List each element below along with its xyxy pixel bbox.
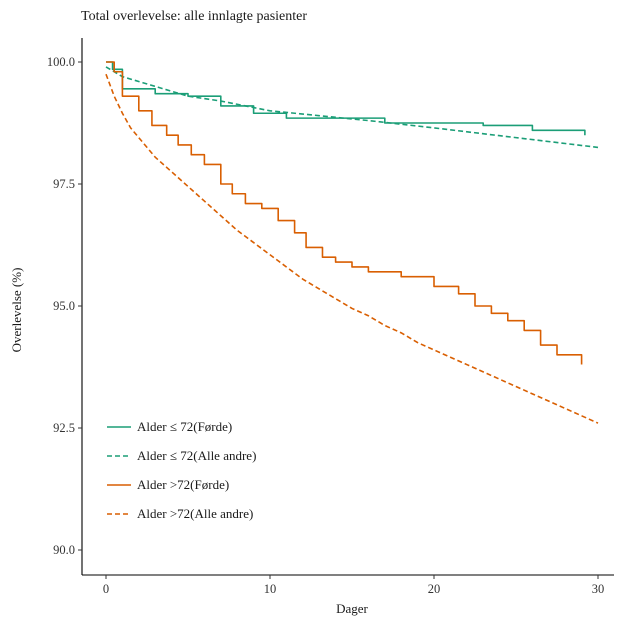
y-tick-label: 90.0 <box>53 543 75 557</box>
legend-label-3: Alder >72(Førde) <box>137 477 229 492</box>
x-axis-label: Dager <box>336 601 368 616</box>
x-tick-label: 10 <box>264 582 277 596</box>
chart-title: Total overlevelse: alle innlagte pasient… <box>81 9 307 24</box>
y-tick-label: 97.5 <box>53 177 75 191</box>
y-axis-label: Overlevelse (%) <box>9 268 24 353</box>
plot-lines <box>105 61 599 424</box>
series-line-1 <box>106 61 586 136</box>
y-tick-label: 100.0 <box>47 55 75 69</box>
x-tick-label: 20 <box>428 582 441 596</box>
legend-label-1: Alder ≤ 72(Førde) <box>137 419 232 434</box>
y-ticks: 90.0 92.5 95.0 97.5 100.0 <box>47 55 82 557</box>
x-tick-label: 30 <box>592 582 605 596</box>
x-ticks: 0 10 20 30 <box>103 575 604 596</box>
series-line-3 <box>106 61 583 365</box>
series-line-2 <box>105 66 599 149</box>
y-tick-label: 95.0 <box>53 299 75 313</box>
legend: Alder ≤ 72(Førde) Alder ≤ 72(Alle andre) A… <box>107 419 256 521</box>
y-tick-label: 92.5 <box>53 421 75 435</box>
x-tick-label: 0 <box>103 582 109 596</box>
series-line-4 <box>105 73 599 424</box>
legend-label-2: Alder ≤ 72(Alle andre) <box>137 448 256 463</box>
legend-label-4: Alder >72(Alle andre) <box>137 506 253 521</box>
